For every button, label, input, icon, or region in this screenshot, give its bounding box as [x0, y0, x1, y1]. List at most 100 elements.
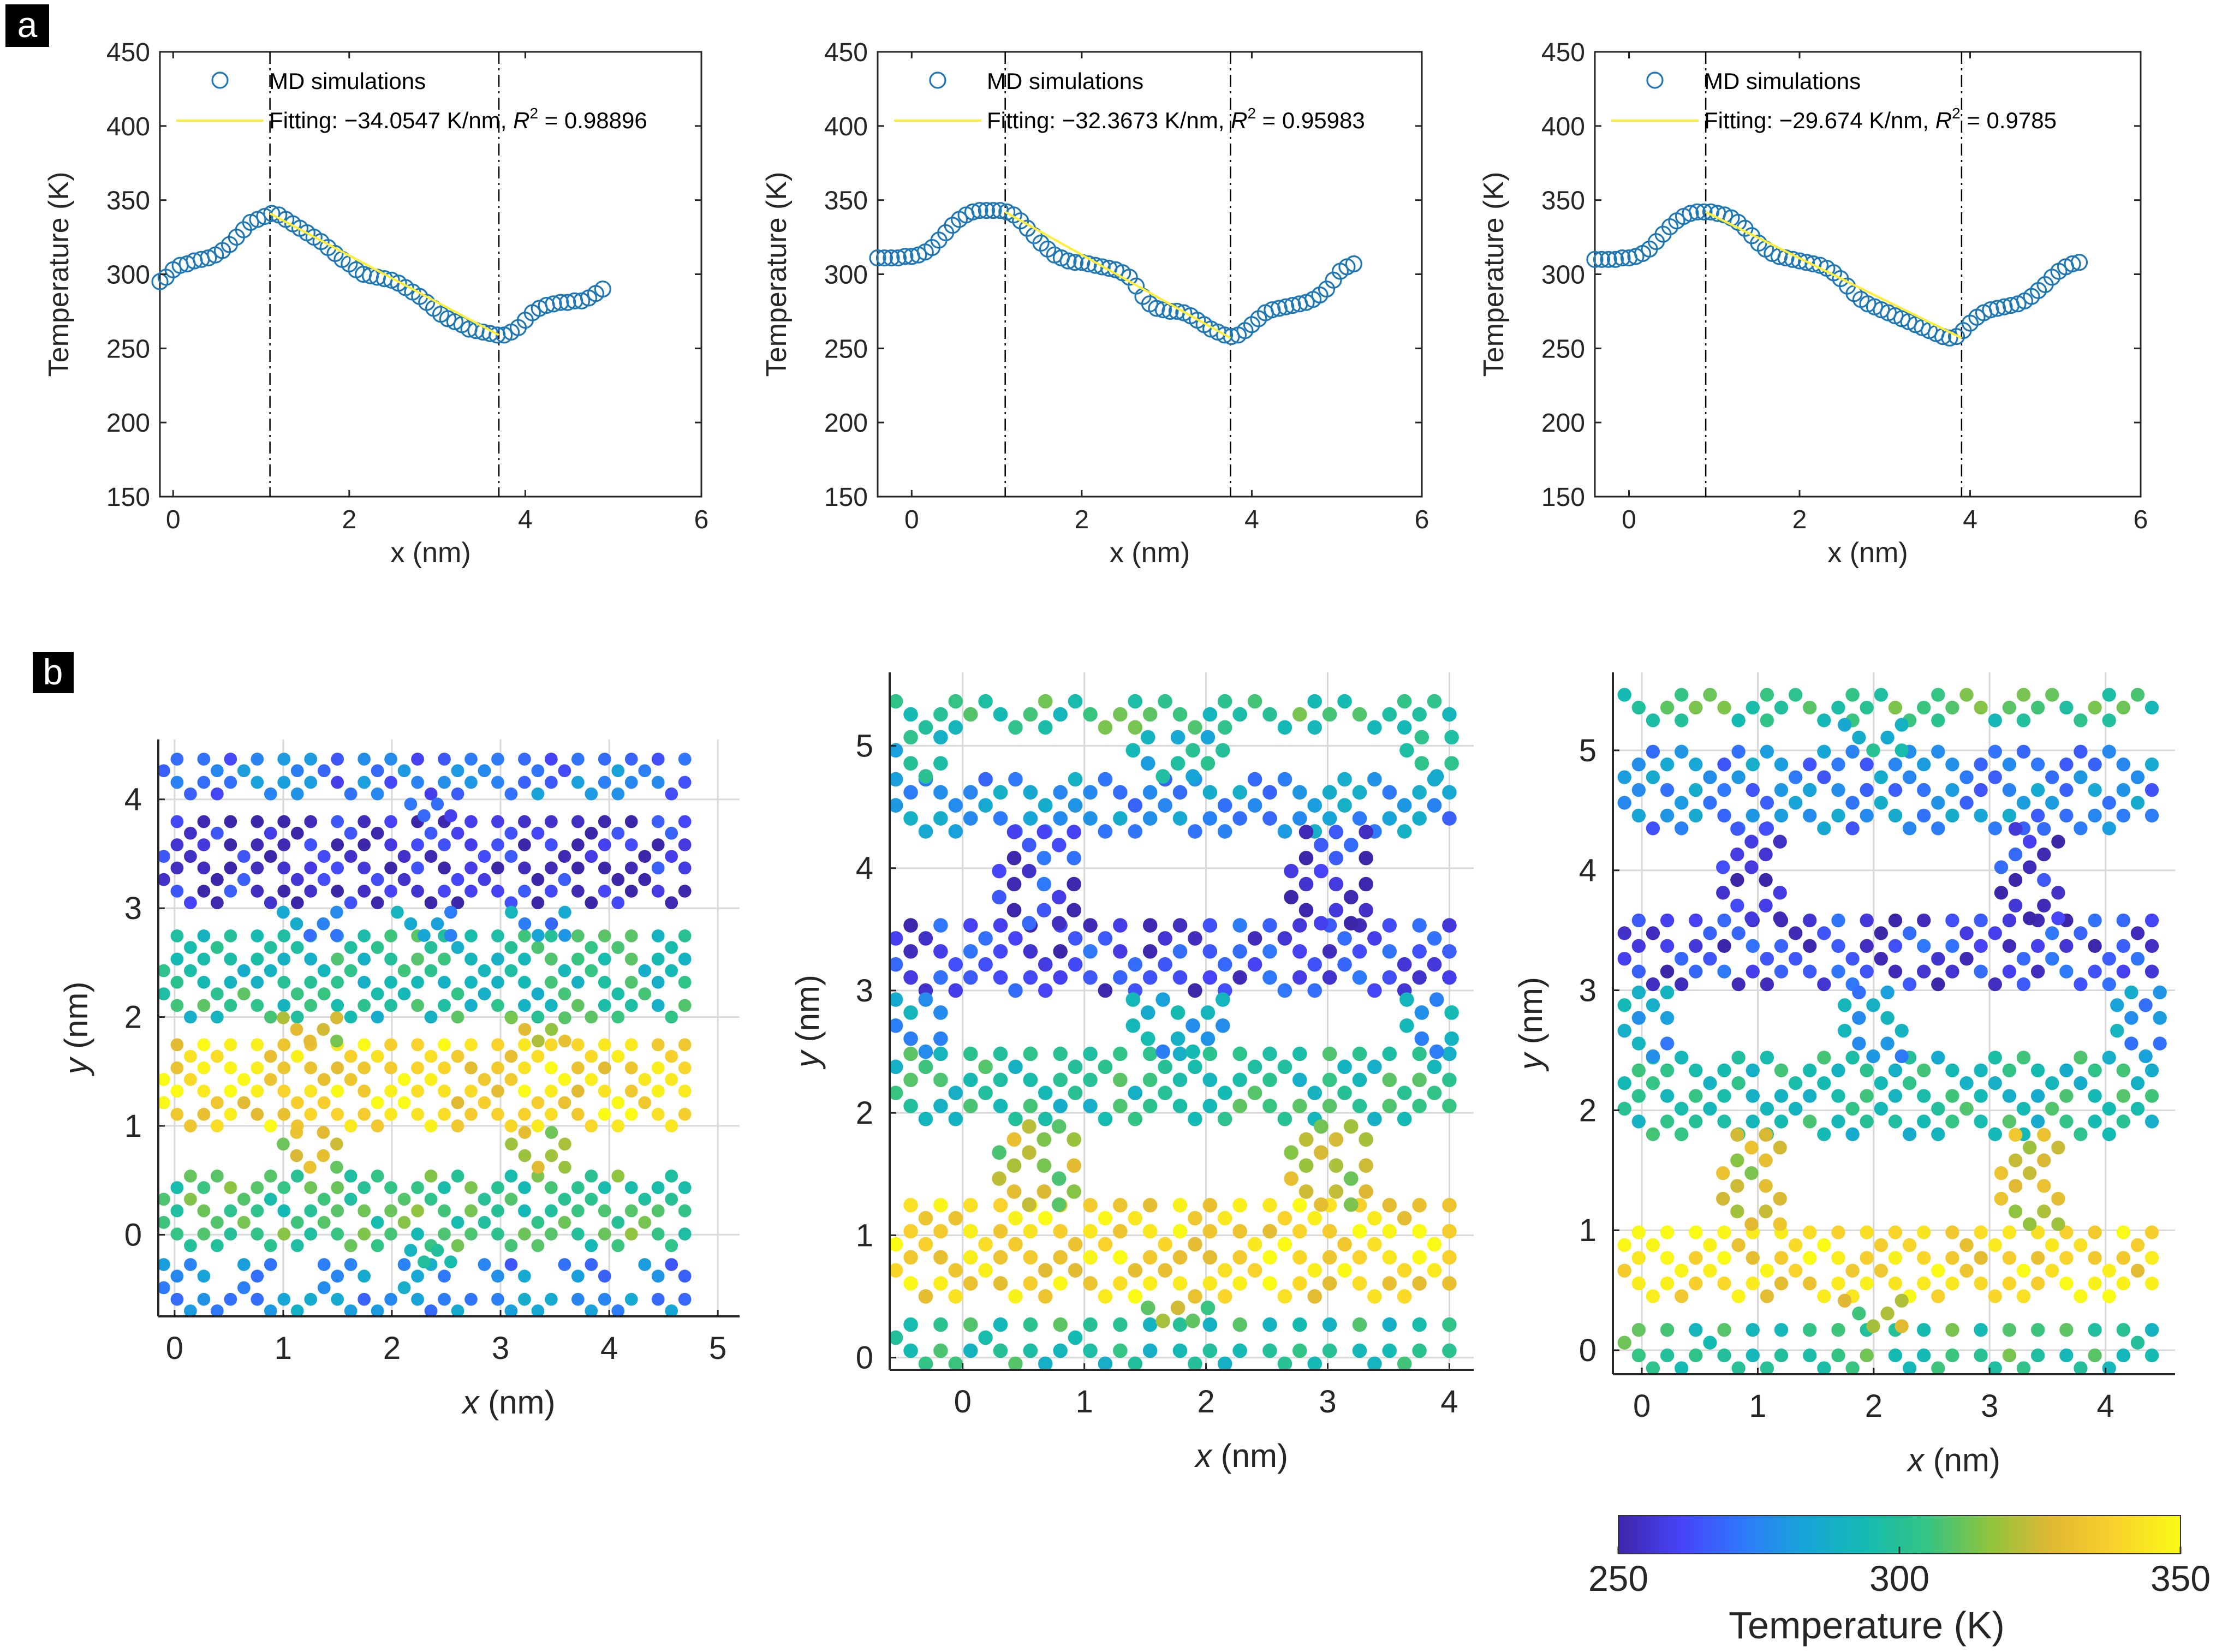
atom-b3-590 — [2023, 860, 2037, 874]
atom-b3-350 — [1646, 821, 1660, 836]
atom-b3-208 — [2088, 1089, 2102, 1103]
atom-b2-104 — [1113, 1250, 1128, 1265]
atom-b2-19 — [1113, 1343, 1128, 1358]
atom-b3-185 — [1874, 1101, 1888, 1116]
atom-b3-117 — [1646, 1238, 1660, 1253]
atom-b1-409 — [678, 952, 692, 966]
atom-b1-125 — [571, 1204, 585, 1218]
atom-b2-162 — [963, 1198, 978, 1213]
atom-b2-369 — [918, 824, 933, 839]
atom-b1-569 — [518, 815, 531, 828]
atom-b1-518 — [504, 850, 518, 863]
atom-b2-325 — [1113, 944, 1128, 959]
atom-b1-261 — [277, 1061, 291, 1075]
atom-b2-544 — [918, 992, 933, 1007]
atom-b2-123 — [1188, 1237, 1202, 1252]
atom-b3-568 — [1759, 898, 1773, 913]
atom-b1-437 — [545, 929, 558, 943]
atom-b3-53 — [1646, 1289, 1660, 1303]
atom-b1-141 — [585, 1192, 598, 1206]
atom-b2-341 — [1068, 931, 1083, 946]
atom-b2-107 — [1202, 1250, 1218, 1265]
atom-b2-130 — [933, 1224, 948, 1239]
atom-b2-147 — [1442, 1224, 1457, 1239]
atom-b3-88 — [1788, 1263, 1803, 1278]
atom-b3-140 — [1945, 1225, 1959, 1239]
atom-b2-352 — [963, 918, 978, 933]
atom-b3-259 — [1817, 977, 1831, 992]
atom-b3-547 — [1660, 1036, 1675, 1051]
atom-b3-57 — [1817, 1289, 1831, 1303]
atom-b3-252 — [2016, 1051, 2031, 1065]
atom-b1-401 — [464, 952, 478, 966]
atom-b3-324 — [1874, 926, 1888, 940]
atom-b3-484 — [2059, 700, 2074, 715]
atom-b1-174 — [585, 1170, 598, 1183]
y-tick-label-a2-4: 350 — [824, 187, 868, 216]
atom-b1-195 — [304, 1107, 318, 1121]
atom-b3-64 — [2102, 1289, 2116, 1303]
atom-b2-209 — [1442, 1099, 1457, 1113]
atom-b2-307 — [978, 957, 993, 972]
atom-b2-53 — [918, 1289, 933, 1304]
atom-b1-476 — [157, 873, 170, 886]
atom-b3-349 — [2144, 913, 2159, 928]
atom-b2-610 — [1429, 769, 1444, 784]
atom-b2-176 — [1382, 1198, 1397, 1213]
atom-b2-226 — [993, 1072, 1008, 1088]
atom-b1-576 — [184, 787, 197, 801]
atom-b3-278 — [1945, 964, 1959, 979]
atom-b3-428 — [1689, 758, 1703, 772]
atom-b3-607 — [1838, 1293, 1852, 1308]
atom-b1-472 — [598, 885, 611, 898]
atom-b3-275 — [1860, 964, 1874, 979]
atom-b3-80 — [2059, 1277, 2074, 1291]
atom-b2-83 — [1442, 1276, 1457, 1291]
atom-b1-389 — [665, 964, 678, 977]
atom-b1-301 — [464, 1038, 478, 1052]
atom-b1-424 — [197, 929, 211, 943]
y-tick-label-a3-0: 150 — [1541, 483, 1585, 512]
atom-b1-98 — [211, 1216, 224, 1229]
atom-b2-112 — [1352, 1250, 1367, 1265]
data-point-a2-4 — [896, 248, 914, 265]
atom-b2-128 — [1427, 1237, 1442, 1252]
atom-b3-544 — [1880, 985, 1895, 1000]
atom-b1-68 — [344, 1239, 358, 1253]
atom-b3-7 — [1931, 1361, 1945, 1375]
data-point-a3-31 — [1797, 254, 1815, 271]
atom-b1-53 — [264, 1258, 277, 1271]
y-tick-label-a1-4: 350 — [106, 187, 150, 216]
atom-b1-377 — [184, 964, 197, 977]
atom-b1-65 — [211, 1239, 224, 1253]
atom-b1-397 — [358, 952, 371, 966]
atom-b3-561 — [2110, 998, 2124, 1012]
atom-b2-233 — [1202, 1072, 1218, 1088]
atom-b2-2 — [1008, 1356, 1023, 1371]
atom-b1-122 — [491, 1204, 504, 1218]
atom-b3-0 — [1646, 1361, 1660, 1375]
atom-b1-616 — [451, 764, 464, 778]
atom-b3-174 — [2030, 1114, 2045, 1129]
atom-b3-103 — [1803, 1251, 1817, 1265]
data-point-a2-29 — [1066, 254, 1084, 271]
atom-b2-598 — [1125, 743, 1141, 758]
atom-b3-234 — [1917, 1063, 1931, 1077]
atom-b2-298 — [1262, 970, 1277, 985]
atom-b3-380 — [2144, 808, 2159, 823]
atom-b1-159 — [571, 1181, 585, 1195]
atom-b3-505 — [1716, 1191, 1730, 1206]
atom-b2-36 — [963, 1317, 978, 1332]
atom-b1-627 — [304, 753, 318, 766]
atom-b2-546 — [1414, 1031, 1429, 1046]
atom-b1-343 — [157, 987, 170, 1000]
atom-b1-450 — [451, 896, 464, 910]
atom-b1-523 — [170, 838, 184, 851]
atom-b1-201 — [464, 1107, 478, 1121]
atom-b2-582 — [1359, 876, 1373, 892]
atom-b2-431 — [1442, 785, 1457, 800]
atom-b1-107 — [558, 1216, 571, 1229]
atom-b1-132 — [237, 1192, 251, 1206]
atom-b3-147 — [2144, 1225, 2159, 1239]
atom-b1-425 — [224, 929, 237, 943]
